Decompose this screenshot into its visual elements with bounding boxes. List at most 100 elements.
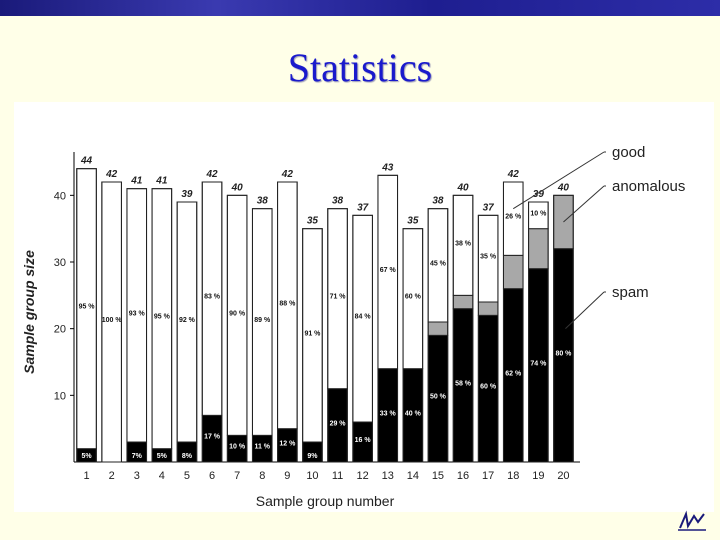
y-tick-label: 40 — [54, 190, 66, 202]
bar-segment-label: 8% — [182, 453, 193, 460]
bar-segment-label: 95 % — [79, 304, 96, 311]
y-tick-label: 20 — [54, 324, 66, 336]
bar-segment-label: 58 % — [455, 380, 472, 387]
bar-segment-label: 40 % — [405, 410, 422, 417]
bar-segment-label: 74 % — [530, 360, 547, 367]
bar-segment-label: 84 % — [355, 314, 372, 321]
bar-outline — [126, 188, 148, 463]
bar-total-label: 38 — [432, 196, 444, 207]
bar-total-label: 38 — [257, 196, 269, 207]
bar-total-label: 39 — [533, 189, 545, 200]
bar-outline — [327, 208, 348, 463]
bar-total-label: 40 — [231, 182, 244, 193]
bar-outline — [302, 228, 323, 463]
x-tick-label: 20 — [557, 470, 569, 482]
x-tick-label: 11 — [332, 470, 343, 482]
bar-outline — [201, 181, 223, 463]
bar-segment-label: 88 % — [279, 300, 296, 307]
x-tick-label: 1 — [83, 470, 89, 482]
bar-total-label: 37 — [483, 202, 495, 213]
bar-outline — [176, 201, 198, 463]
x-tick-label: 13 — [382, 470, 394, 482]
x-tick-label: 5 — [184, 470, 190, 482]
bar-outline — [151, 188, 173, 463]
bar-outline — [101, 181, 122, 463]
bar-segment-anomalous — [477, 301, 499, 316]
bar-segment-anomalous — [502, 254, 524, 290]
x-tick-label: 7 — [234, 470, 240, 482]
bar-segment-label: 16 % — [355, 437, 372, 444]
bar-total-label: 38 — [332, 196, 344, 207]
bar-segment-label: 38 % — [455, 240, 472, 247]
bar-segment-label: 29 % — [330, 420, 347, 427]
bar-segment-label: 62 % — [505, 370, 522, 377]
bar-total-label: 42 — [105, 169, 118, 180]
x-tick-label: 12 — [357, 470, 369, 482]
bar-outline — [452, 194, 474, 463]
bar-total-label: 40 — [557, 182, 570, 193]
legend-label-spam: spam — [612, 284, 649, 301]
y-tick-label: 10 — [54, 390, 66, 402]
bar-outline — [553, 194, 574, 463]
bar-total-label: 37 — [357, 202, 369, 213]
bar-segment-label: 33 % — [380, 410, 397, 417]
x-tick-label: 16 — [457, 470, 469, 482]
bar-outline — [402, 228, 424, 463]
bar-segment-label: 91 % — [304, 330, 321, 337]
x-tick-label: 8 — [259, 470, 265, 482]
y-tick-label: 30 — [54, 257, 66, 269]
bar-segment-label: 12 % — [279, 440, 296, 447]
bar-segment-label: 60 % — [480, 384, 497, 391]
bar-outline — [251, 208, 273, 463]
y-axis-title: Sample group size — [21, 250, 37, 374]
slide-title: Statistics — [287, 45, 433, 90]
bar-outline — [427, 208, 449, 463]
top-decorative-band — [0, 0, 720, 16]
legend-label-anomalous: anomalous — [612, 178, 685, 195]
legend-leader-line — [565, 291, 605, 330]
bar-segment-label: 93 % — [129, 310, 146, 317]
bar-total-label: 42 — [507, 169, 520, 180]
x-tick-label: 14 — [407, 470, 419, 482]
bar-segment-anomalous — [452, 294, 474, 310]
legend-leader-line — [563, 185, 605, 223]
x-tick-label: 2 — [109, 470, 115, 482]
bar-segment-label: 5% — [81, 453, 92, 460]
bar-segment-label: 11 % — [254, 444, 270, 451]
bar-outline — [277, 181, 298, 463]
bar-segment-label: 90 % — [229, 310, 246, 317]
bar-outline — [502, 181, 524, 463]
bar-segment-label: 9% — [307, 453, 318, 460]
bar-segment-label: 45 % — [430, 260, 447, 267]
bar-segment-label: 89 % — [254, 317, 271, 324]
bar-segment-label: 60 % — [405, 294, 422, 301]
x-tick-label: 19 — [532, 470, 544, 482]
bar-segment-label: 50 % — [430, 394, 447, 401]
bar-segment-label: 10 % — [530, 210, 547, 217]
bar-total-label: 41 — [130, 176, 143, 187]
bar-segment-anomalous — [528, 228, 549, 270]
bar-segment-label: 92 % — [179, 317, 196, 324]
bar-total-label: 39 — [181, 189, 193, 200]
bar-outline — [377, 174, 399, 463]
bar-total-label: 35 — [307, 216, 319, 227]
x-tick-label: 6 — [209, 470, 215, 482]
bar-outline — [528, 201, 549, 463]
bar-segment-label: 35 % — [480, 254, 497, 261]
bar-total-label: 35 — [407, 216, 419, 227]
x-tick-label: 18 — [507, 470, 519, 482]
figure-panel: 10 20 30 40 Sample group size Sample group nu… — [14, 102, 714, 512]
bar-segment-label: 100 % — [102, 317, 123, 324]
bar-segment-label: 10 % — [229, 444, 246, 451]
bar-total-label: 44 — [80, 156, 93, 167]
bar-segment-label: 95 % — [154, 314, 171, 321]
x-tick-label: 4 — [159, 470, 165, 482]
x-axis-title: Sample group number — [256, 493, 395, 509]
bar-segment-label: 26 % — [505, 214, 522, 221]
bar-segment-label: 17 % — [204, 434, 221, 441]
bar-segment-label: 5% — [157, 453, 168, 460]
bar-outline — [477, 214, 499, 463]
bar-segment-label: 83 % — [204, 294, 221, 301]
x-tick-label: 15 — [432, 470, 444, 482]
bar-total-label: 41 — [155, 176, 168, 187]
